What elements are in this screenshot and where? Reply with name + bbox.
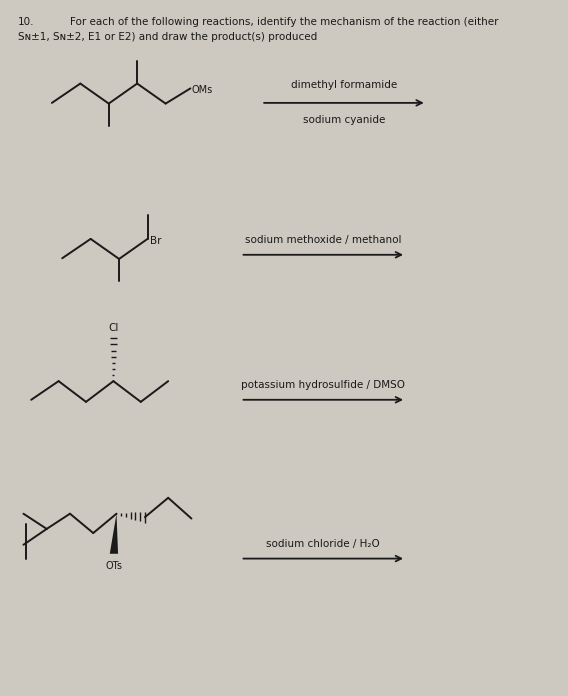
Text: OMs: OMs: [192, 85, 213, 95]
Text: OTs: OTs: [106, 561, 123, 571]
Text: potassium hydrosulfide / DMSO: potassium hydrosulfide / DMSO: [241, 380, 405, 390]
Text: 10.: 10.: [18, 17, 35, 26]
Text: sodium methoxide / methanol: sodium methoxide / methanol: [245, 235, 402, 245]
Text: Sɴ±1, Sɴ±2, E1 or E2) and draw the product(s) produced: Sɴ±1, Sɴ±2, E1 or E2) and draw the produ…: [18, 33, 318, 42]
Text: Br: Br: [150, 236, 162, 246]
Text: dimethyl formamide: dimethyl formamide: [291, 81, 397, 90]
Text: Cl: Cl: [108, 323, 119, 333]
Text: For each of the following reactions, identify the mechanism of the reaction (eit: For each of the following reactions, ide…: [70, 17, 499, 26]
Text: sodium cyanide: sodium cyanide: [303, 116, 385, 125]
Text: sodium chloride / H₂O: sodium chloride / H₂O: [266, 539, 380, 549]
Polygon shape: [110, 514, 118, 554]
